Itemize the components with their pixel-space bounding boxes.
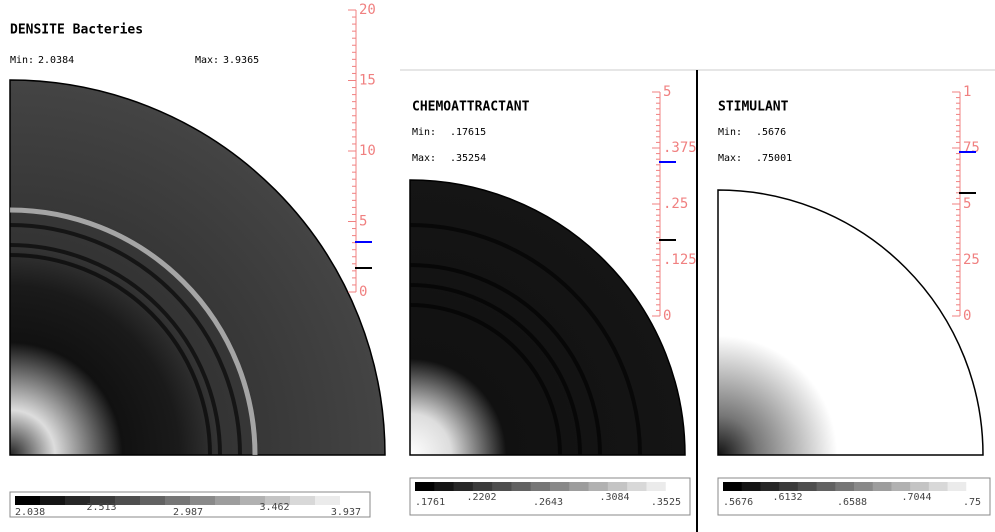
- colorbar-swatch: [115, 496, 141, 505]
- min-value: .5676: [756, 127, 786, 138]
- field-plot: [718, 190, 983, 455]
- colorbar-swatch: [723, 482, 742, 491]
- scale-label: 0: [663, 308, 671, 324]
- panel-title: STIMULANT: [718, 100, 789, 115]
- max-value: .75001: [756, 153, 792, 164]
- colorbar-swatch: [140, 496, 166, 505]
- colorbar-label: .7044: [901, 492, 931, 503]
- scale-label: 25: [963, 252, 980, 268]
- max-label: Max:: [195, 55, 219, 66]
- colorbar-swatch: [666, 482, 686, 491]
- panel-title: DENSITE Bacteries: [10, 23, 143, 38]
- colorbar-swatch: [290, 496, 316, 505]
- colorbar-label: .75: [963, 497, 981, 508]
- colorbar-swatch: [646, 482, 666, 491]
- colorbar-label: .1761: [415, 497, 445, 508]
- colorbar-label: .2643: [533, 497, 563, 508]
- colorbar-swatch: [315, 496, 341, 505]
- colorbar-swatch: [15, 496, 41, 505]
- colorbar-label: .6132: [772, 492, 802, 503]
- colorbar-swatch: [910, 482, 929, 491]
- colorbar-swatch: [589, 482, 609, 491]
- min-value: .17615: [450, 127, 486, 138]
- scale-label: 20: [359, 2, 376, 18]
- min-label: Min:: [718, 127, 742, 138]
- max-label: Max:: [412, 153, 436, 164]
- colorbar-swatch: [779, 482, 798, 491]
- colorbar-swatch: [627, 482, 647, 491]
- colorbar-swatch: [929, 482, 948, 491]
- colorbar-swatch: [873, 482, 892, 491]
- max-value: 3.9365: [223, 55, 259, 66]
- colorbar-swatch: [454, 482, 474, 491]
- colorbar-swatch: [948, 482, 967, 491]
- scale-label: .25: [663, 196, 688, 212]
- colorbar-swatch: [966, 482, 985, 491]
- colorbar-swatch: [550, 482, 570, 491]
- colorbar-label: 2.038: [15, 507, 45, 518]
- panel-title: CHEMOATTRACTANT: [412, 100, 530, 115]
- colorbar-swatch: [817, 482, 836, 491]
- colorbar-swatch: [760, 482, 779, 491]
- colorbar-swatch: [742, 482, 761, 491]
- colorbar-label: 2.987: [173, 507, 203, 518]
- scale-label: .125: [663, 252, 697, 268]
- scale-label: .375: [663, 140, 697, 156]
- scale-label: 5: [963, 196, 971, 212]
- scale-label: 1: [963, 84, 971, 100]
- colorbar-swatch: [854, 482, 873, 491]
- colorbar-swatch: [891, 482, 910, 491]
- scale-label: 15: [359, 73, 376, 89]
- colorbar-label: 3.937: [331, 507, 361, 518]
- colorbar-label: .3084: [599, 492, 629, 503]
- scale-label: 5: [359, 214, 367, 230]
- field-plot: [10, 80, 385, 455]
- screenshot: DENSITE Bacteries Min: 2.0384 Max: 3.9365 20 1…: [0, 0, 995, 532]
- colorbar-swatch: [473, 482, 493, 491]
- colorbar-label: .6588: [837, 497, 867, 508]
- scale-label: 10: [359, 143, 376, 159]
- colorbar-swatch: [40, 496, 66, 505]
- colorbar-label: .3525: [651, 497, 681, 508]
- min-label: Min:: [412, 127, 436, 138]
- colorbar-swatch: [531, 482, 551, 491]
- colorbar-label: 3.462: [259, 502, 289, 513]
- max-value: .35254: [450, 153, 486, 164]
- scale-label: 0: [359, 284, 367, 300]
- colorbar-label: .5676: [723, 497, 753, 508]
- colorbar-swatch: [215, 496, 241, 505]
- colorbar-swatch: [340, 496, 366, 505]
- colorbar-swatch: [608, 482, 628, 491]
- colorbar-swatch: [798, 482, 817, 491]
- colorbar-swatch: [569, 482, 589, 491]
- field-plot: [410, 180, 685, 455]
- colorbar-swatch: [434, 482, 454, 491]
- colorbar-swatch: [165, 496, 191, 505]
- min-value: 2.0384: [38, 55, 74, 66]
- colorbar-swatch: [415, 482, 435, 491]
- min-label: Min:: [10, 55, 34, 66]
- scale-label: 5: [663, 84, 671, 100]
- colorbar-swatch: [492, 482, 512, 491]
- scale-label: 75: [963, 140, 980, 156]
- colorbar-swatch: [511, 482, 531, 491]
- colorbar-label: .2202: [466, 492, 496, 503]
- colorbar-swatch: [190, 496, 216, 505]
- max-label: Max:: [718, 153, 742, 164]
- scale-label: 0: [963, 308, 971, 324]
- colorbar-swatch: [835, 482, 854, 491]
- colorbar-label: 2.513: [86, 502, 116, 513]
